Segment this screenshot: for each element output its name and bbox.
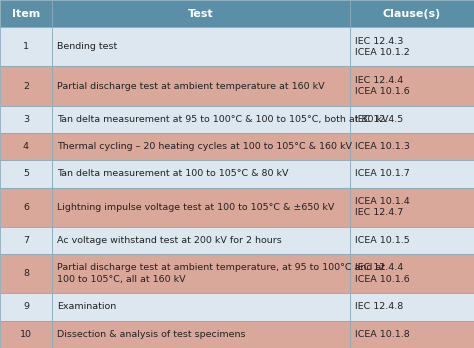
Text: 1: 1 <box>23 42 29 52</box>
Text: ICEA 10.1.4
IEC 12.4.7: ICEA 10.1.4 IEC 12.4.7 <box>355 197 410 218</box>
Bar <box>0 66 52 105</box>
Bar <box>350 66 474 105</box>
Bar <box>350 0 474 27</box>
Text: Bending test: Bending test <box>57 42 117 52</box>
Bar <box>350 188 474 227</box>
Text: Ac voltage withstand test at 200 kV for 2 hours: Ac voltage withstand test at 200 kV for … <box>57 236 282 245</box>
Text: ICEA 10.1.7: ICEA 10.1.7 <box>355 169 410 179</box>
Bar <box>350 133 474 160</box>
Text: 8: 8 <box>23 269 29 278</box>
Text: Dissection & analysis of test specimens: Dissection & analysis of test specimens <box>57 330 246 339</box>
Bar <box>0 188 52 227</box>
Bar <box>0 293 52 321</box>
Text: IEC 12.4.8: IEC 12.4.8 <box>355 302 403 311</box>
Text: Tan delta measurement at 95 to 100°C & 100 to 105°C, both at 80 kV: Tan delta measurement at 95 to 100°C & 1… <box>57 115 389 124</box>
Bar <box>350 160 474 188</box>
Text: IEC 12.4.5: IEC 12.4.5 <box>355 115 403 124</box>
Text: Thermal cycling – 20 heating cycles at 100 to 105°C & 160 kV: Thermal cycling – 20 heating cycles at 1… <box>57 142 352 151</box>
Bar <box>52 321 350 348</box>
Text: ICEA 10.1.5: ICEA 10.1.5 <box>355 236 410 245</box>
Bar <box>0 0 52 27</box>
Bar <box>0 27 52 66</box>
Bar <box>350 105 474 133</box>
Text: Item: Item <box>12 9 40 19</box>
Bar <box>52 105 350 133</box>
Bar <box>52 188 350 227</box>
Bar <box>350 227 474 254</box>
Bar <box>350 27 474 66</box>
Text: 5: 5 <box>23 169 29 179</box>
Bar <box>52 66 350 105</box>
Text: IEC 12.4.4
ICEA 10.1.6: IEC 12.4.4 ICEA 10.1.6 <box>355 263 410 284</box>
Bar <box>52 254 350 293</box>
Bar <box>52 27 350 66</box>
Text: 3: 3 <box>23 115 29 124</box>
Text: Partial discharge test at ambient temperature at 160 kV: Partial discharge test at ambient temper… <box>57 81 325 90</box>
Bar <box>0 227 52 254</box>
Text: Tan delta measurement at 100 to 105°C & 80 kV: Tan delta measurement at 100 to 105°C & … <box>57 169 289 179</box>
Text: 2: 2 <box>23 81 29 90</box>
Text: ICEA 10.1.8: ICEA 10.1.8 <box>355 330 410 339</box>
Text: 7: 7 <box>23 236 29 245</box>
Bar <box>52 133 350 160</box>
Text: IEC 12.4.3
ICEA 10.1.2: IEC 12.4.3 ICEA 10.1.2 <box>355 37 410 57</box>
Bar <box>0 160 52 188</box>
Text: 6: 6 <box>23 203 29 212</box>
Bar <box>350 254 474 293</box>
Text: 9: 9 <box>23 302 29 311</box>
Bar <box>0 105 52 133</box>
Bar <box>350 293 474 321</box>
Text: IEC 12.4.4
ICEA 10.1.6: IEC 12.4.4 ICEA 10.1.6 <box>355 76 410 96</box>
Bar <box>52 227 350 254</box>
Text: 10: 10 <box>20 330 32 339</box>
Text: 4: 4 <box>23 142 29 151</box>
Bar <box>52 160 350 188</box>
Bar <box>52 293 350 321</box>
Text: Lightning impulse voltage test at 100 to 105°C & ±650 kV: Lightning impulse voltage test at 100 to… <box>57 203 334 212</box>
Bar <box>52 0 350 27</box>
Bar <box>0 133 52 160</box>
Text: Partial discharge test at ambient temperature, at 95 to 100°C and at
100 to 105°: Partial discharge test at ambient temper… <box>57 263 385 284</box>
Text: Examination: Examination <box>57 302 116 311</box>
Text: Clause(s): Clause(s) <box>383 9 441 19</box>
Text: ICEA 10.1.3: ICEA 10.1.3 <box>355 142 410 151</box>
Bar <box>0 321 52 348</box>
Text: Test: Test <box>188 9 214 19</box>
Bar <box>0 254 52 293</box>
Bar <box>350 321 474 348</box>
